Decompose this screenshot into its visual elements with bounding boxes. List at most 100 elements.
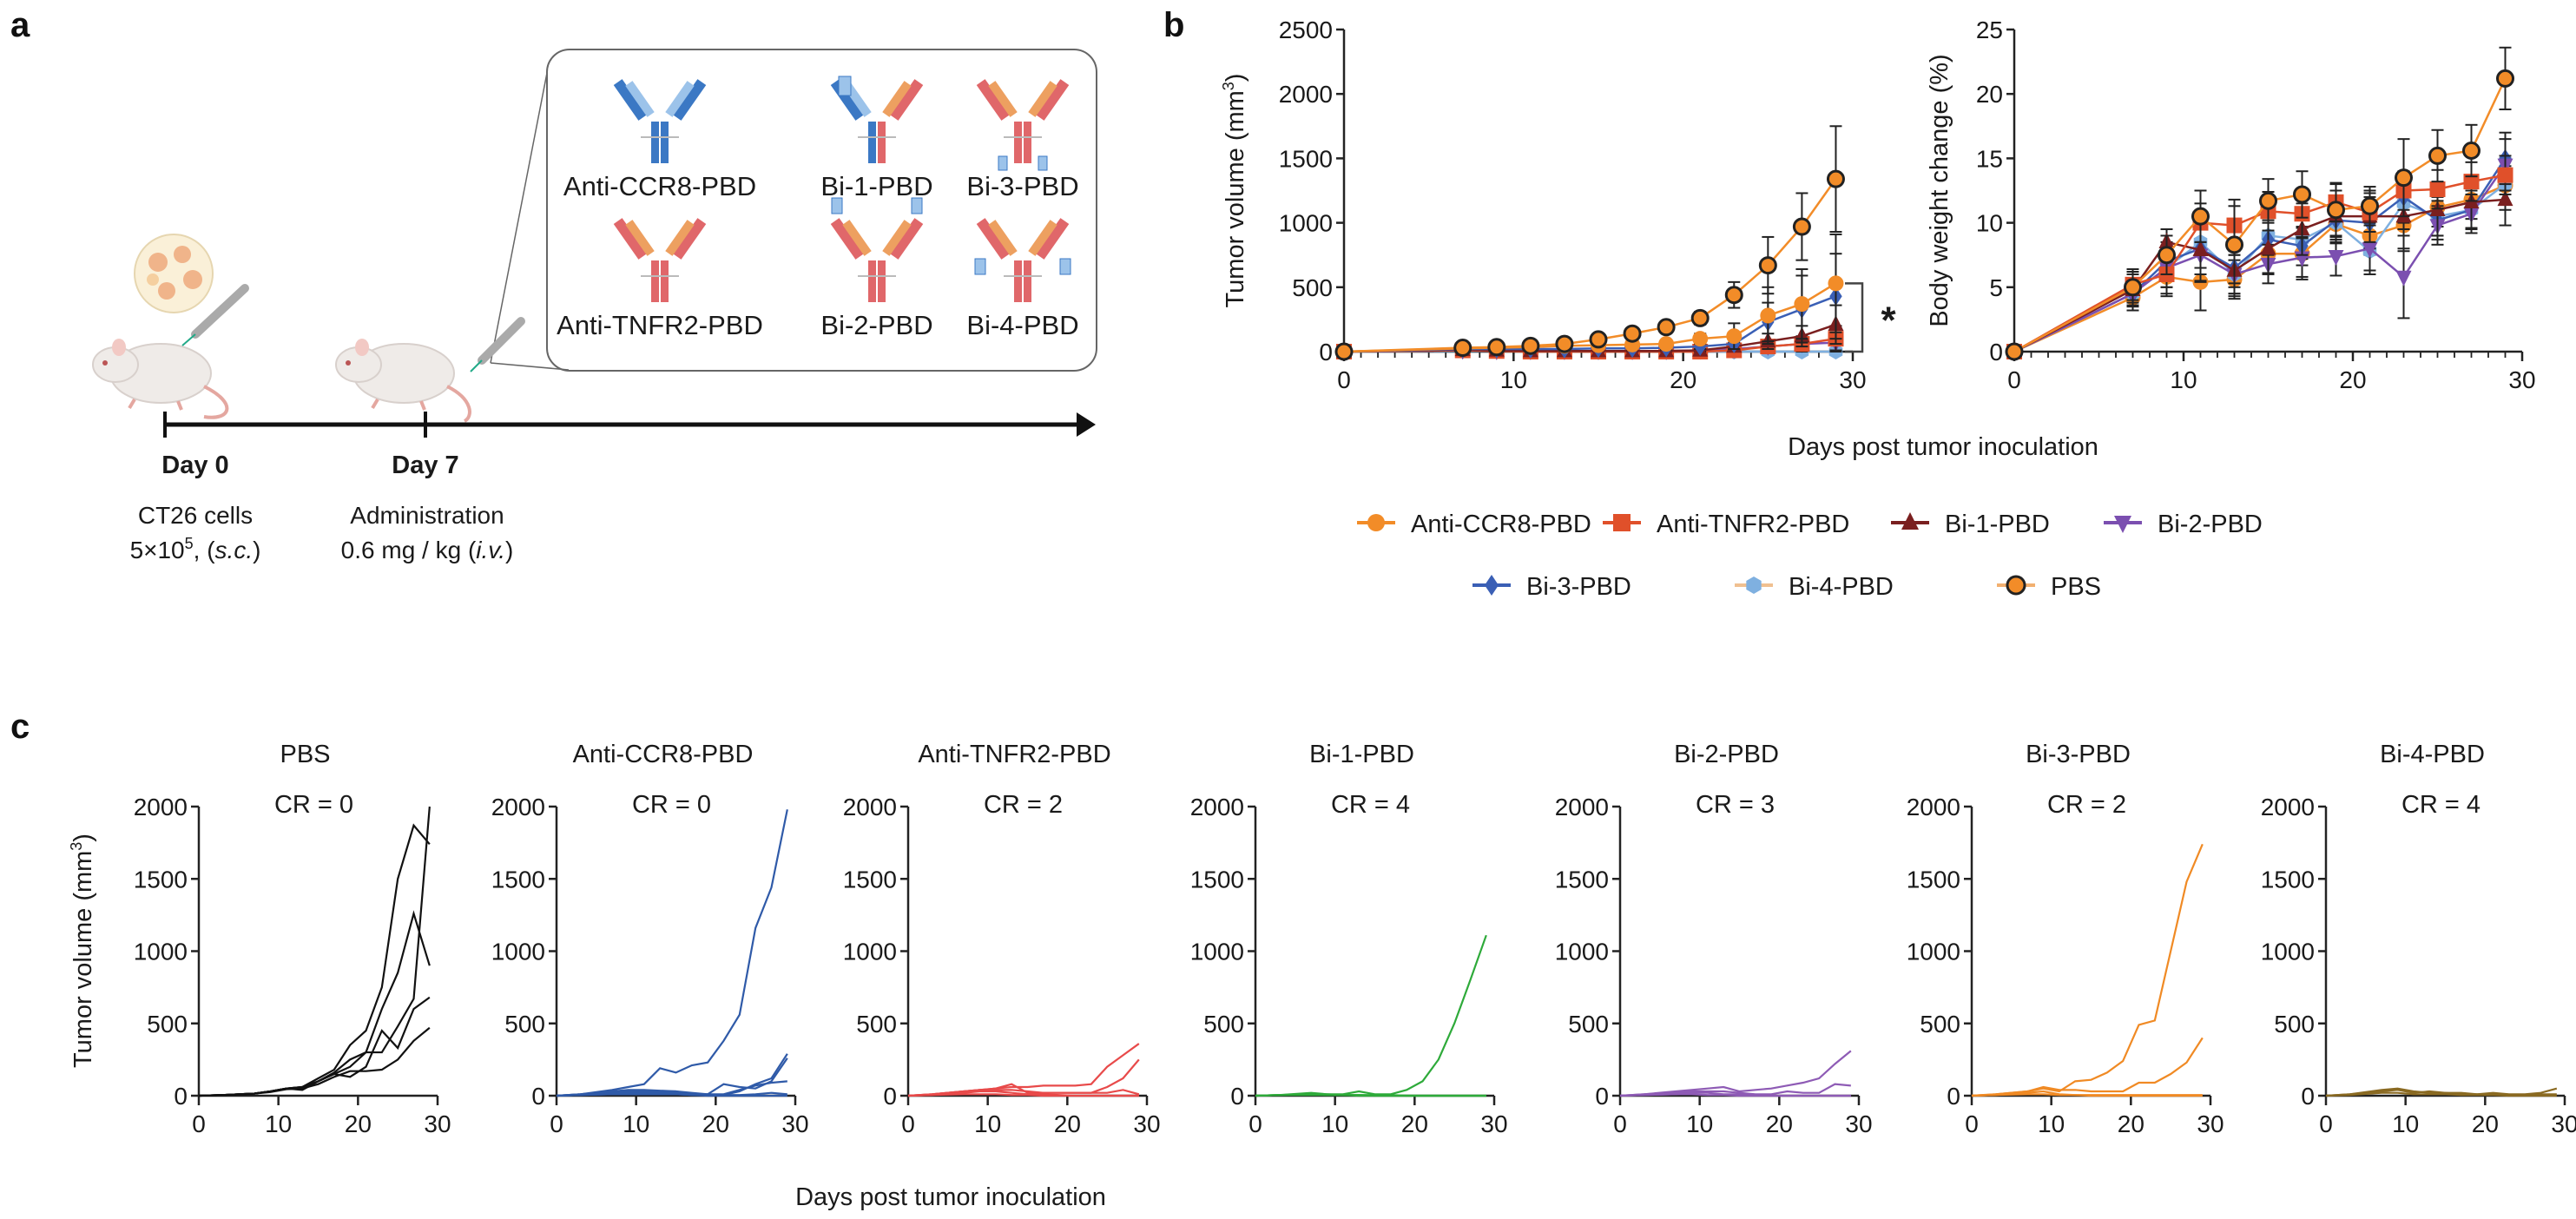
antibody-fc (1024, 260, 1031, 302)
y-tick-label: 2000 (1555, 794, 1609, 820)
y-tick-label: 10 (1976, 210, 2003, 237)
y-tick-label: 1000 (491, 939, 545, 965)
antibody-arm (625, 81, 655, 117)
y-tick-label: 1000 (1555, 939, 1609, 965)
y-tick-label: 2000 (843, 794, 897, 820)
antibody-arm (613, 79, 648, 121)
x-tick-label: 20 (1766, 1110, 1793, 1137)
x-tick-label: 20 (1670, 366, 1696, 393)
significance-bracket (1845, 282, 1864, 353)
marker-triangle-up (2260, 239, 2276, 255)
y-tick-label: 1500 (1907, 866, 1960, 893)
marker-circle-outlined (1657, 318, 1676, 337)
marker-square (2463, 174, 2480, 190)
marker-circle-outlined (1724, 286, 1743, 305)
series-pbs (2005, 46, 2514, 361)
x-tick-label: 20 (702, 1110, 729, 1137)
y-tick-label: 0 (1319, 339, 1333, 366)
x-tick-label: 10 (974, 1110, 1001, 1137)
individual-curve (1971, 1037, 2204, 1097)
syringe-icon (181, 284, 249, 346)
y-tick-label: 0 (883, 1083, 897, 1110)
y-tick-label: 500 (147, 1011, 188, 1038)
small-chart-title: Bi-1-PBD (1309, 741, 1414, 768)
marker-circle (1367, 514, 1385, 531)
marker-circle (1658, 336, 1675, 353)
y-tick-label: 25 (1976, 16, 2003, 43)
antibody-arm (842, 220, 872, 256)
antibody-arm (830, 218, 865, 260)
x-tick-label: 30 (781, 1110, 808, 1137)
antibody-arm (665, 220, 695, 256)
series-anti-tnfr2-pbd (2006, 155, 2513, 359)
antibody-fc (651, 260, 659, 302)
antibody-icon (830, 197, 924, 302)
x-tick-label: 20 (345, 1110, 372, 1137)
antibody-arm (1028, 81, 1057, 117)
y-tick-label: 500 (1920, 1011, 1960, 1038)
antibody-arm (665, 81, 695, 117)
legend-item: Bi-4-PBD (1735, 573, 1894, 601)
individual-curve (198, 806, 431, 1097)
y-tick-label: 2000 (1279, 81, 1333, 108)
marker-circle-outlined (1623, 324, 1642, 343)
individual-curve (1619, 1050, 1852, 1097)
antibody-arm (976, 218, 1011, 260)
antibody-icon (830, 76, 924, 163)
marker-circle (1828, 275, 1844, 292)
panel-label-a: a (10, 6, 30, 44)
small-chart-pbs: 0 500 1000 1500 2000 0 10 20 30 PBS CR = 0 Tumor vo… (68, 741, 451, 1137)
callout-line (490, 72, 548, 364)
antibody-label: Anti-TNFR2-PBD (557, 310, 763, 340)
individual-curve (907, 1093, 1139, 1097)
marker-circle-outlined (1487, 338, 1506, 357)
x-tick-label: 20 (1401, 1110, 1428, 1137)
antibody-label: Bi-4-PBD (966, 310, 1078, 340)
small-chart-anti-tnfr2-pbd: 0 500 1000 1500 2000 0 10 20 30 Anti-TNFR2-PBD CR … (843, 741, 1161, 1137)
y-tick-label: 0 (1230, 1083, 1244, 1110)
scfv (1038, 155, 1048, 171)
individual-curve (1971, 843, 2204, 1097)
marker-circle-outlined (2158, 246, 2176, 265)
cr-label: CR = 4 (2401, 791, 2480, 819)
y-tick-label: 0 (174, 1083, 188, 1110)
cr-label: CR = 3 (1696, 791, 1775, 819)
x-tick-label: 10 (1500, 366, 1527, 393)
x-tick-label: 10 (623, 1110, 649, 1137)
y-tick-label: 1000 (1907, 939, 1960, 965)
cr-label: CR = 2 (984, 791, 1063, 819)
individual-curve (198, 823, 431, 1097)
marker-diamond (1485, 575, 1499, 596)
day0-desc-line2: 5×105, (s.c.) (130, 535, 261, 563)
y-tick-label: 1000 (1279, 210, 1333, 237)
antibody-arm (1035, 79, 1070, 121)
marker-triangle-down (2395, 270, 2412, 287)
x-tick-label: 0 (1248, 1110, 1262, 1137)
antibody-arm (672, 79, 707, 121)
y-axis-label: Tumor volume (mm3) (1220, 74, 1249, 308)
y-tick-label: 20 (1976, 81, 2003, 108)
x-tick-label: 10 (1686, 1110, 1713, 1137)
y-tick-label: 500 (1203, 1011, 1244, 1038)
antibody-icon (613, 79, 707, 163)
individual-curve (1255, 934, 1487, 1097)
individual-curve (1255, 1094, 1486, 1097)
antibody-arm (889, 79, 924, 121)
small-chart-title: Bi-2-PBD (1674, 741, 1779, 768)
x-tick-label: 20 (2118, 1110, 2144, 1137)
marker-circle (1692, 331, 1709, 347)
antibody-fc (651, 122, 659, 163)
marker-circle-outlined (2462, 141, 2480, 160)
cr-label: CR = 0 (632, 791, 711, 819)
antibody-box (546, 49, 1097, 372)
scfv (974, 258, 986, 275)
small-chart-bi-1-pbd: 0 500 1000 1500 2000 0 10 20 30 Bi-1-PBD CR = 4 (1190, 741, 1508, 1137)
marker-circle-outlined (2225, 235, 2243, 254)
y-tick-label: 15 (1976, 145, 2003, 172)
small-chart-title: Anti-CCR8-PBD (573, 741, 754, 768)
x-tick-label: 30 (1845, 1110, 1872, 1137)
y-tick-label: 1000 (843, 939, 897, 965)
antibody-icon (974, 218, 1071, 302)
series-bi-3-pbd (2007, 131, 2512, 361)
legend-item: Anti-TNFR2-PBD (1603, 511, 1849, 538)
